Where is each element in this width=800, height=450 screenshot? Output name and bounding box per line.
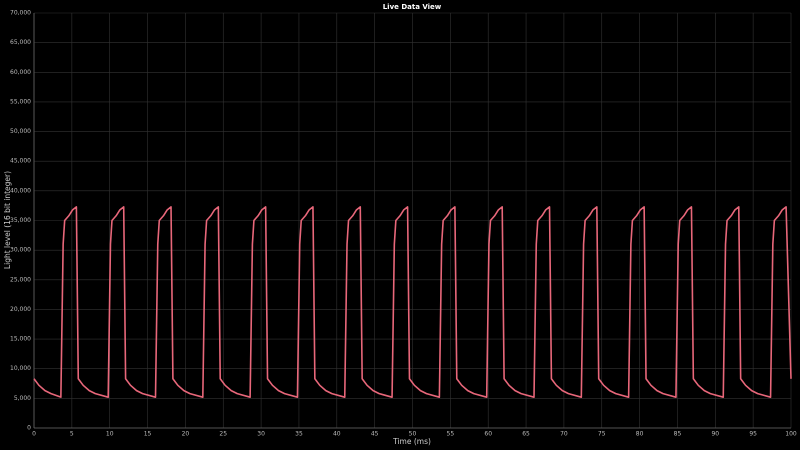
y-tick-label: 40,000: [10, 187, 31, 194]
x-tick-label: 55: [447, 431, 455, 438]
x-tick-label: 25: [219, 431, 227, 438]
x-tick-label: 40: [333, 431, 341, 438]
data-line: [33, 206, 792, 398]
x-tick-label: 35: [295, 431, 303, 438]
y-tick-label: 60,000: [10, 69, 31, 76]
x-tick-label: 85: [674, 431, 682, 438]
x-tick-label: 45: [371, 431, 379, 438]
x-tick-label: 60: [484, 431, 492, 438]
x-tick-label: 95: [749, 431, 757, 438]
x-tick-label: 10: [106, 431, 114, 438]
x-tick-label: 75: [598, 431, 606, 438]
x-tick-label: 0: [32, 431, 36, 438]
y-tick-label: 50,000: [10, 128, 31, 135]
y-tick-label: 65,000: [10, 39, 31, 46]
x-tick-label: 50: [409, 431, 417, 438]
x-tick-label: 30: [257, 431, 265, 438]
y-tick-label: 45,000: [10, 158, 31, 165]
x-tick-label: 65: [522, 431, 530, 438]
y-tick-label: 0: [27, 425, 31, 432]
y-tick-label: 15,000: [10, 336, 31, 343]
y-tick-label: 30,000: [10, 247, 31, 254]
x-tick-label: 20: [182, 431, 190, 438]
y-tick-label: 20,000: [10, 306, 31, 313]
x-tick-label: 15: [144, 431, 152, 438]
chart-title: Live Data View: [383, 3, 442, 11]
x-tick-label: 80: [636, 431, 644, 438]
y-tick-label: 35,000: [10, 217, 31, 224]
y-axis-title: Light level (16 bit integer): [3, 171, 12, 269]
x-tick-label: 5: [70, 431, 74, 438]
x-tick-label: 90: [711, 431, 719, 438]
y-tick-label: 10,000: [10, 365, 31, 372]
x-tick-label: 70: [560, 431, 568, 438]
y-tick-label: 70,000: [10, 10, 31, 17]
x-tick-label: 100: [785, 431, 797, 438]
y-tick-label: 25,000: [10, 276, 31, 283]
y-tick-label: 55,000: [10, 98, 31, 105]
x-axis-title: Time (ms): [392, 437, 431, 446]
y-tick-label: 5,000: [14, 395, 31, 402]
